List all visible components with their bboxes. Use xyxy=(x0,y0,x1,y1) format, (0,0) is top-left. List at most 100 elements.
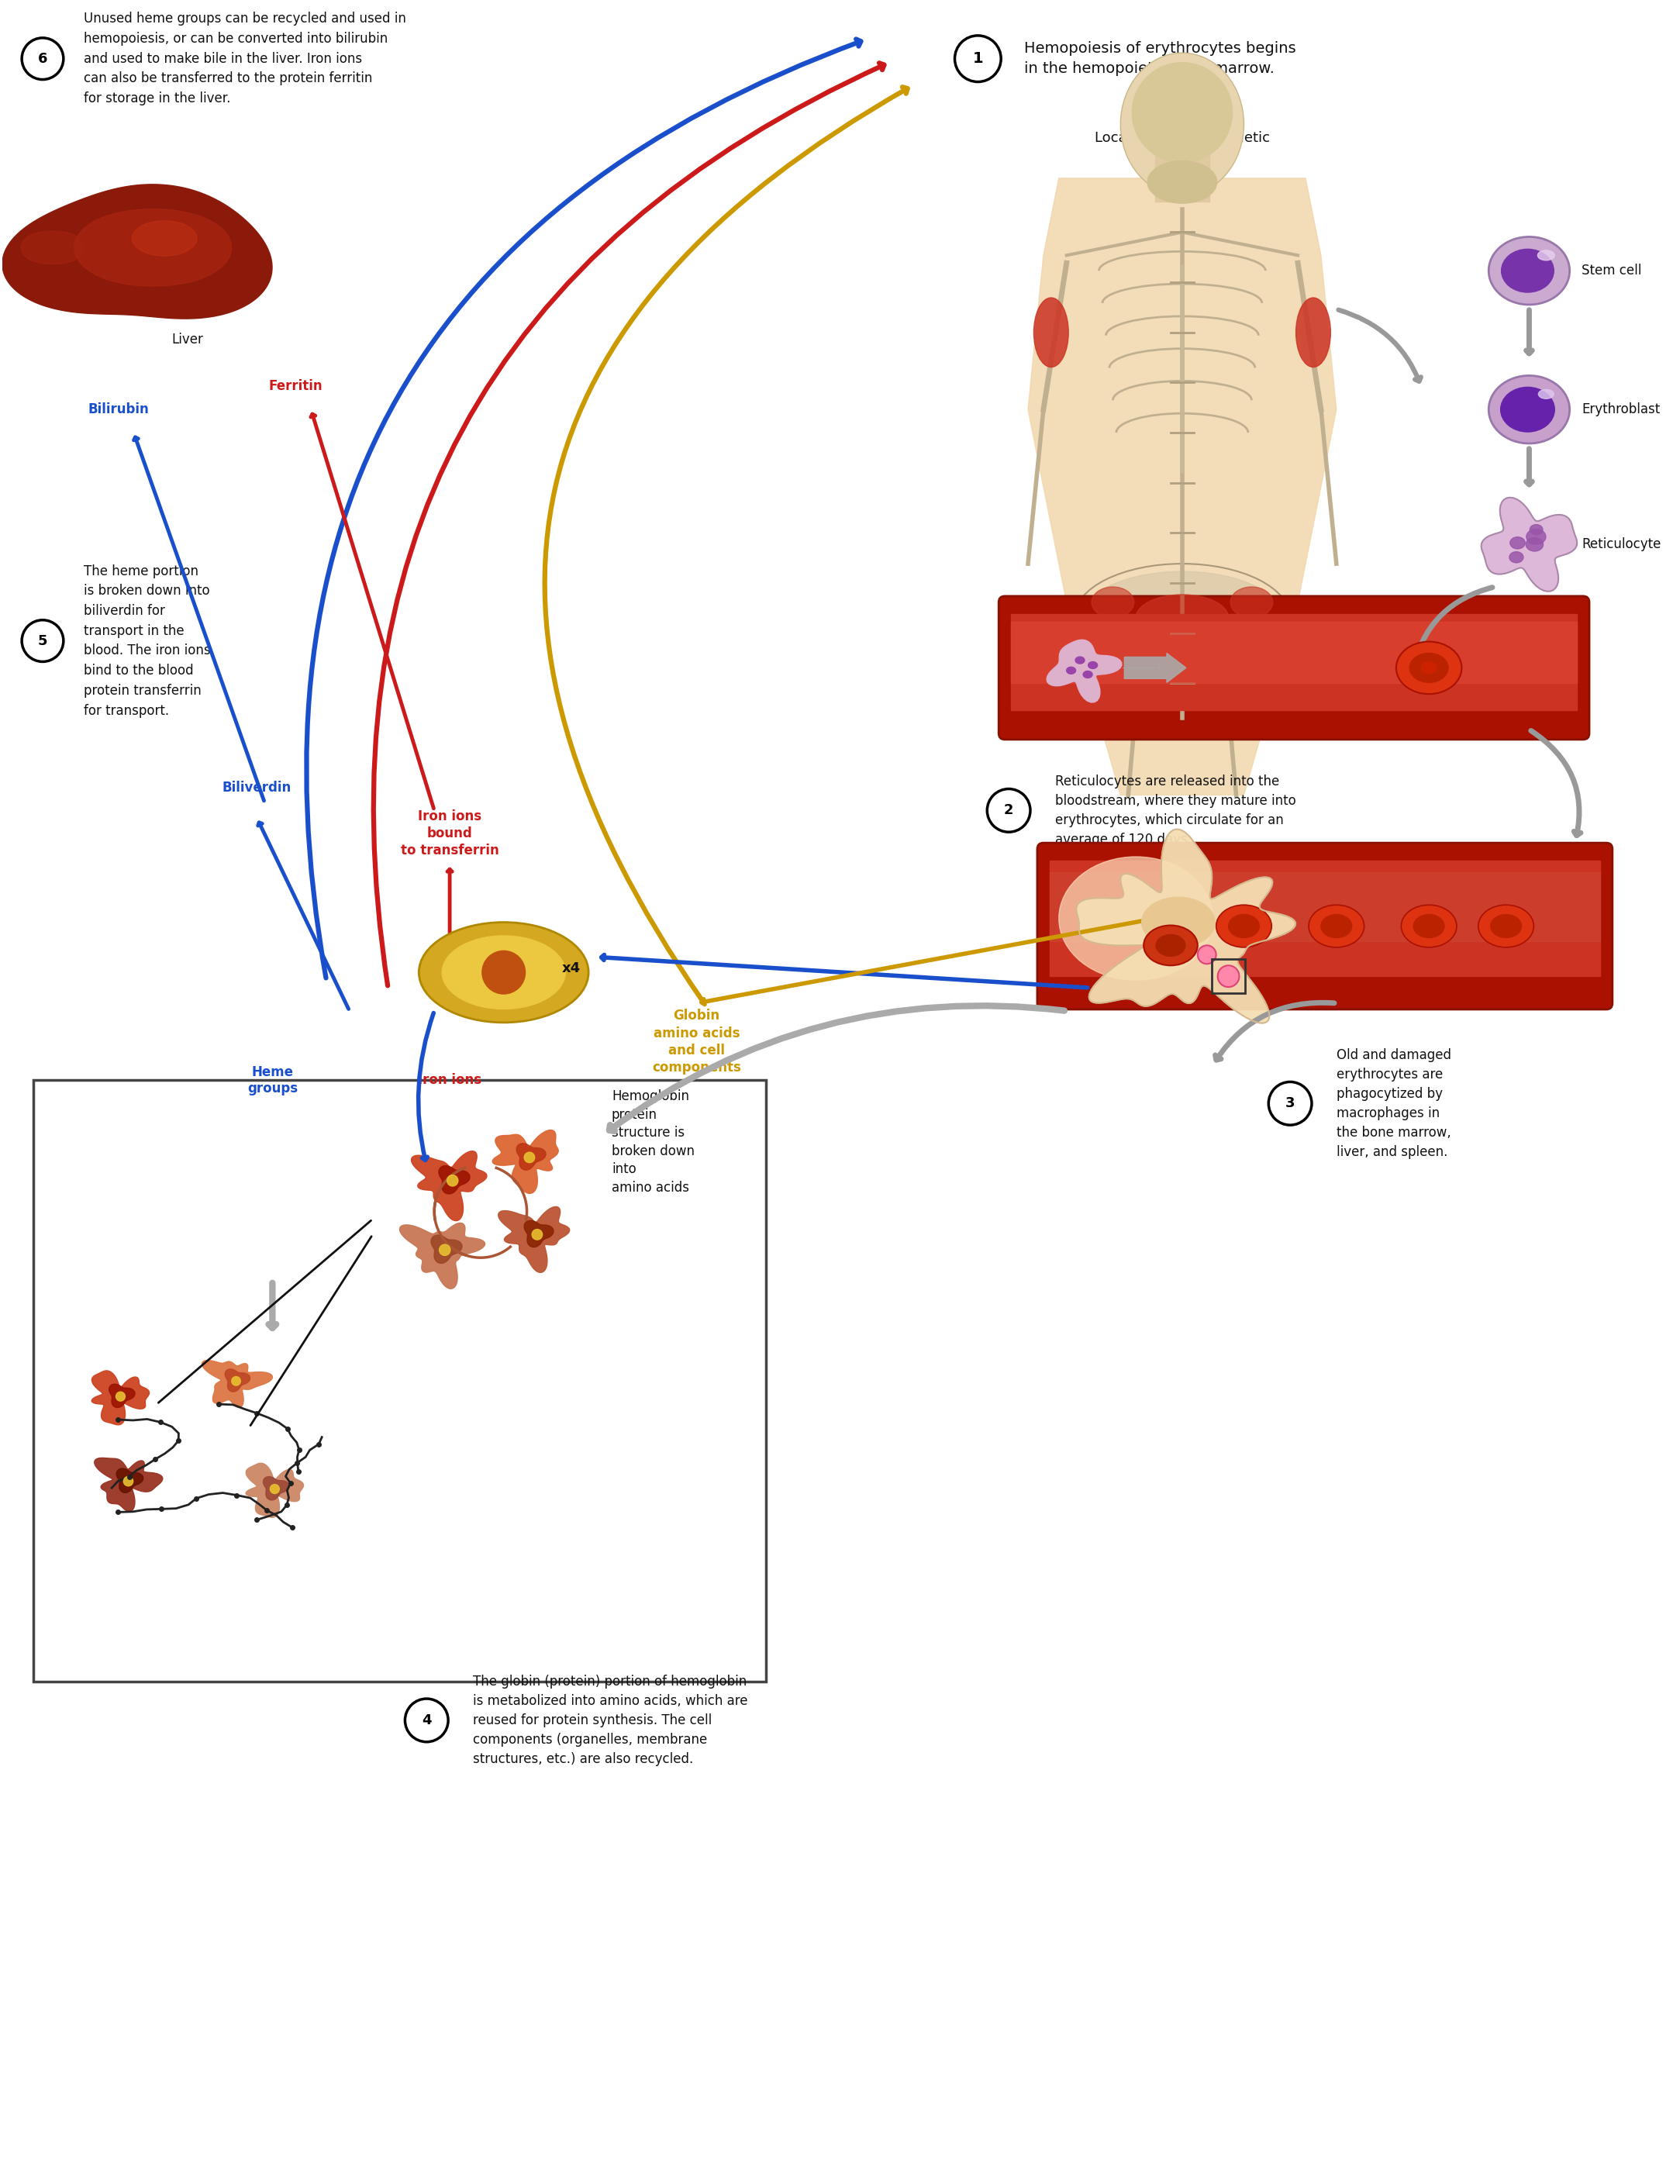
Text: Globin
amino acids
and cell
components: Globin amino acids and cell components xyxy=(652,1009,741,1075)
Ellipse shape xyxy=(1089,662,1097,668)
Ellipse shape xyxy=(1147,162,1216,203)
Text: Liver: Liver xyxy=(171,332,203,347)
Circle shape xyxy=(22,620,64,662)
Text: Reticulocytes are released into the
bloodstream, where they mature into
erythroc: Reticulocytes are released into the bloo… xyxy=(1055,775,1295,847)
Ellipse shape xyxy=(1509,553,1524,563)
Text: Old and damaged
erythrocytes are
phagocytized by
macrophages in
the bone marrow,: Old and damaged erythrocytes are phagocy… xyxy=(1336,1048,1452,1160)
Ellipse shape xyxy=(1216,904,1272,948)
FancyBboxPatch shape xyxy=(34,1081,766,1682)
Text: Bilirubin: Bilirubin xyxy=(87,402,150,417)
Ellipse shape xyxy=(1084,670,1092,677)
Circle shape xyxy=(1109,633,1147,673)
Polygon shape xyxy=(1482,498,1578,592)
Circle shape xyxy=(116,1391,124,1402)
Ellipse shape xyxy=(1142,898,1215,948)
Text: The heme portion
is broken down into
biliverdin for
transport in the
blood. The : The heme portion is broken down into bil… xyxy=(84,563,210,719)
Circle shape xyxy=(22,37,64,79)
Polygon shape xyxy=(22,232,84,264)
Polygon shape xyxy=(22,232,84,264)
Circle shape xyxy=(482,950,526,994)
Circle shape xyxy=(1198,946,1216,963)
Ellipse shape xyxy=(1092,587,1134,618)
Ellipse shape xyxy=(1413,915,1445,937)
FancyBboxPatch shape xyxy=(1037,843,1613,1009)
Ellipse shape xyxy=(1502,249,1554,293)
Circle shape xyxy=(1268,1081,1312,1125)
Ellipse shape xyxy=(1121,52,1243,197)
Circle shape xyxy=(232,1376,240,1385)
Text: 3: 3 xyxy=(1285,1096,1295,1109)
Circle shape xyxy=(1216,633,1255,673)
Polygon shape xyxy=(264,1476,289,1500)
Ellipse shape xyxy=(1401,904,1457,948)
Polygon shape xyxy=(412,1151,487,1221)
Text: Lysosome: Lysosome xyxy=(1275,961,1339,976)
Ellipse shape xyxy=(1537,251,1554,260)
Polygon shape xyxy=(116,1468,143,1492)
Ellipse shape xyxy=(1527,529,1546,544)
Text: 2: 2 xyxy=(1005,804,1013,817)
Circle shape xyxy=(954,35,1001,81)
Ellipse shape xyxy=(1058,856,1213,981)
Ellipse shape xyxy=(1500,387,1554,432)
Polygon shape xyxy=(400,1223,486,1289)
Polygon shape xyxy=(516,1144,546,1171)
Polygon shape xyxy=(133,221,197,256)
Polygon shape xyxy=(74,210,232,286)
Polygon shape xyxy=(492,1129,558,1192)
Text: Iron ions: Iron ions xyxy=(418,1072,482,1088)
Text: 6: 6 xyxy=(37,52,47,66)
Polygon shape xyxy=(524,1221,553,1247)
Ellipse shape xyxy=(1075,657,1085,664)
Text: 4: 4 xyxy=(422,1712,432,1728)
Ellipse shape xyxy=(1320,915,1352,937)
Polygon shape xyxy=(94,1459,163,1511)
Polygon shape xyxy=(1028,179,1336,795)
Circle shape xyxy=(447,1175,459,1186)
Polygon shape xyxy=(245,1463,304,1518)
Text: Stem cell: Stem cell xyxy=(1581,264,1641,277)
Text: Reticulocyte: Reticulocyte xyxy=(1581,537,1662,550)
Text: Ferritin: Ferritin xyxy=(269,380,323,393)
Bar xyxy=(1011,622,1578,684)
Polygon shape xyxy=(499,1208,570,1273)
Polygon shape xyxy=(1077,830,1295,1022)
Text: Heme
groups: Heme groups xyxy=(247,1066,297,1096)
FancyArrow shape xyxy=(1124,653,1186,681)
Ellipse shape xyxy=(1136,594,1228,640)
Ellipse shape xyxy=(1421,662,1436,673)
Text: Unused heme groups can be recycled and used in
hemopoiesis, or can be converted : Unused heme groups can be recycled and u… xyxy=(84,11,407,105)
Polygon shape xyxy=(2,183,272,319)
Text: Locations of hemopoietic
bone marrow: Locations of hemopoietic bone marrow xyxy=(1095,131,1270,164)
Ellipse shape xyxy=(1488,376,1569,443)
Text: Erythroblast: Erythroblast xyxy=(1581,402,1660,417)
Bar xyxy=(1211,959,1245,994)
Bar xyxy=(1050,860,1599,976)
Ellipse shape xyxy=(1295,297,1331,367)
Ellipse shape xyxy=(1228,915,1260,937)
Circle shape xyxy=(405,1699,449,1743)
Ellipse shape xyxy=(1525,537,1544,550)
Ellipse shape xyxy=(1230,587,1273,618)
Text: Iron ions
bound
to transferrin: Iron ions bound to transferrin xyxy=(400,810,499,858)
Text: x4: x4 xyxy=(561,961,580,976)
Ellipse shape xyxy=(1478,904,1534,948)
Ellipse shape xyxy=(1144,926,1198,965)
Polygon shape xyxy=(92,1372,150,1424)
Ellipse shape xyxy=(1132,63,1233,164)
Text: The globin (protein) portion of hemoglobin
is metabolized into amino acids, whic: The globin (protein) portion of hemoglob… xyxy=(472,1675,748,1767)
Text: 5: 5 xyxy=(37,633,47,649)
Polygon shape xyxy=(1047,640,1122,703)
Ellipse shape xyxy=(1082,572,1282,664)
Polygon shape xyxy=(432,1236,462,1262)
Ellipse shape xyxy=(1033,297,1068,367)
Circle shape xyxy=(533,1230,543,1241)
Ellipse shape xyxy=(1396,642,1462,695)
Polygon shape xyxy=(438,1166,470,1195)
Ellipse shape xyxy=(1490,915,1522,937)
Circle shape xyxy=(438,1245,450,1256)
Text: Hemoglobin
protein
structure is
broken down
into
amino acids: Hemoglobin protein structure is broken d… xyxy=(612,1090,694,1195)
Circle shape xyxy=(524,1153,534,1162)
Text: Biliverdin: Biliverdin xyxy=(222,780,292,795)
Bar xyxy=(1050,871,1599,941)
